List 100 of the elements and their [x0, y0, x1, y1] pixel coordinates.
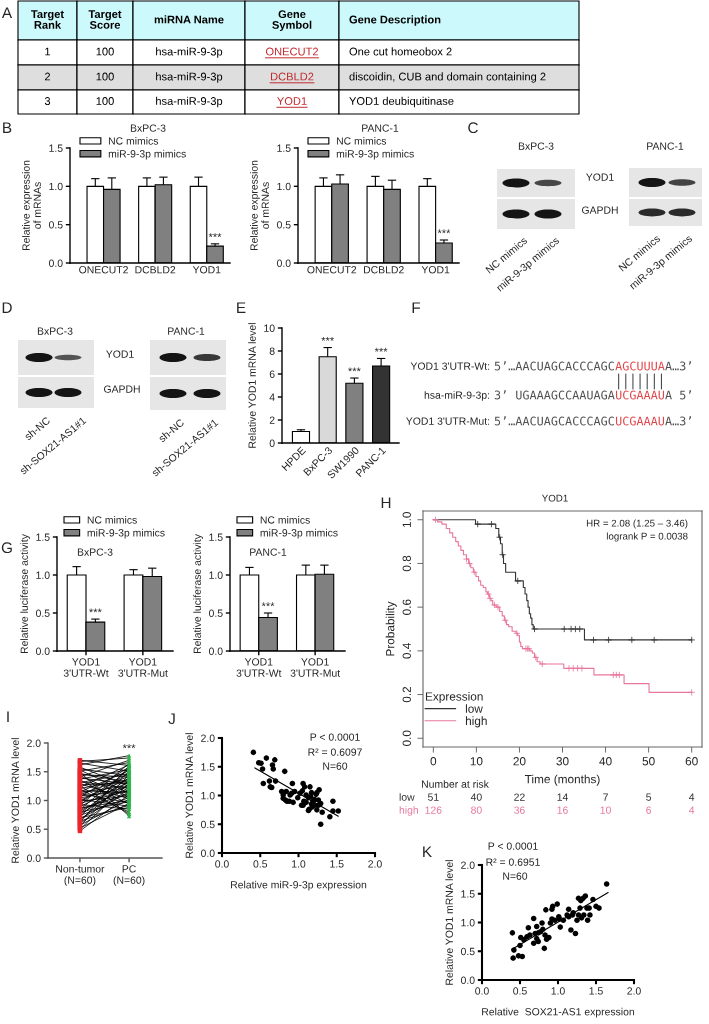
annotation: logrank P = 0.0038: [606, 532, 688, 542]
annotation: N=60: [503, 872, 528, 880]
text: discoidin, CUB and domain containing 2: [349, 72, 546, 83]
text: 16: [557, 806, 568, 814]
y-tick-label: 0.4: [402, 642, 411, 659]
legend-label: miR-9-3p mimics: [260, 528, 338, 539]
annotation: ***: [437, 229, 451, 234]
text: F: [412, 302, 421, 313]
y-tick-label: 2.0: [201, 734, 215, 742]
y-axis-title: Relative expression of mRNAs: [250, 160, 269, 251]
x-tick-label: YOD1: [192, 266, 221, 274]
text: GAPDH: [104, 385, 140, 393]
x-tick-label: YOD1 3'UTR-Mut: [118, 658, 168, 677]
text: 3’ UGAAAGCCAAUAGA: [494, 390, 615, 400]
category-label: Gene Description: [349, 15, 441, 26]
annotation: ***: [348, 367, 361, 372]
text: One cut homeobox 2: [349, 47, 452, 56]
annotation: ***: [374, 347, 388, 352]
text: high: [399, 806, 419, 816]
y-tick-label: 0.5: [200, 820, 215, 829]
y-tick-label: 0.5: [208, 609, 223, 617]
text: 126: [425, 806, 442, 814]
text: A…3’: [665, 416, 692, 426]
text: 5: [646, 793, 652, 801]
x-tick-label: YOD1 3'UTR-Mut: [290, 658, 341, 677]
text: hsa-miR-9-3p: [156, 96, 223, 108]
y-axis-title: Relative YOD1 mRNA level: [445, 860, 453, 985]
text: PANC-1: [647, 142, 684, 150]
y-tick-label: 1.0: [209, 571, 223, 579]
x-tick-label: YOD1 3'UTR-Wt: [63, 658, 109, 677]
x-tick-label: 1.0: [551, 987, 565, 995]
y-tick-label: 2.0: [27, 739, 41, 747]
y-tick-label: 0.5: [48, 221, 63, 229]
y-tick-label: 0.0: [200, 849, 215, 857]
text: 100: [96, 97, 114, 105]
text: BxPC-3: [518, 142, 554, 150]
x-tick-label: YOD1: [421, 266, 450, 274]
y-tick-label: 0.5: [26, 825, 41, 834]
legend-label: miR-9-3p mimics: [108, 149, 186, 160]
x-tick-label: 1.0: [292, 860, 306, 868]
x-tick-label: 40: [599, 757, 612, 766]
x-tick-label: 0.5: [513, 987, 527, 995]
text: DCBLD2: [270, 72, 314, 81]
x-tick-label: 0.0: [215, 860, 229, 868]
category-label: Gene Symbol: [272, 10, 312, 32]
chart-title: BxPC-3: [130, 124, 166, 132]
y-axis-title: Relative YOD1 mRNA level: [185, 733, 193, 858]
y-tick-label: 1.5: [27, 768, 41, 776]
x-tick-label: 60: [685, 757, 698, 766]
y-tick-label: 4: [269, 393, 275, 401]
y-tick-label: 0.0: [35, 647, 50, 655]
text: 51: [427, 793, 439, 801]
x-tick-label: 2.0: [368, 860, 382, 868]
y-tick-label: 0.0: [26, 854, 41, 862]
y-tick-label: 0.5: [276, 221, 291, 229]
category-label: miRNA Name: [154, 15, 224, 24]
text: 10: [600, 806, 611, 814]
x-tick-label: 1.5: [589, 987, 603, 995]
y-tick-label: 0.0: [48, 259, 63, 267]
chart-title: PANC-1: [362, 124, 399, 132]
legend-label: NC mimics: [336, 137, 387, 145]
y-tick-label: 1.0: [27, 797, 41, 805]
text: YOD1 3'UTR-Wt:: [410, 362, 490, 370]
legend-label: miR-9-3p mimics: [87, 528, 165, 539]
text: ONECUT2: [265, 47, 318, 56]
x-tick-label: ONECUT2: [307, 266, 357, 274]
y-tick-label: 10: [264, 324, 275, 332]
text: hsa-miR-9-3p: [156, 47, 223, 58]
x-tick-label: 30: [556, 757, 569, 766]
text: PANC-1: [168, 327, 205, 335]
annotation: ***: [208, 233, 222, 238]
y-tick-label: 0.0: [208, 647, 223, 655]
x-tick-label: DCBLD2: [364, 266, 404, 274]
text: 22: [514, 793, 525, 801]
annotation: P < 0.0001: [310, 733, 360, 741]
text: 5’…AACUAGCACCCAGC: [494, 416, 614, 426]
x-tick-label: 20: [513, 757, 526, 766]
y-tick-label: 2: [269, 416, 275, 424]
text: A…3’: [665, 361, 692, 371]
y-tick-label: 1.5: [277, 144, 291, 152]
text: 5’…AACUAGCACCCAGC: [494, 361, 614, 371]
text: 7: [603, 793, 608, 801]
y-tick-label: 1.5: [461, 890, 475, 898]
text: GAPDH: [582, 206, 618, 214]
y-tick-label: 1.0: [36, 571, 50, 579]
text: H: [381, 497, 391, 508]
text: E: [237, 302, 246, 313]
y-tick-label: 0.0: [276, 259, 291, 267]
legend-label: NC mimics: [108, 137, 159, 145]
x-tick-label: Non-tumor (N=60): [56, 865, 105, 886]
annotation: ***: [321, 336, 334, 341]
y-axis-title: Relative YOD1 mRNA level: [11, 738, 19, 863]
text: 3: [44, 97, 51, 105]
text: UCGAAAU: [615, 416, 665, 426]
x-tick-label: PC (N=60): [113, 865, 145, 886]
legend-label: NC mimics: [260, 516, 310, 524]
text: YOD1: [277, 97, 307, 105]
text: AGCUUUA: [615, 361, 665, 371]
text: hsa-miR-9-3p:: [424, 391, 490, 401]
legend-label: NC mimics: [87, 516, 137, 524]
